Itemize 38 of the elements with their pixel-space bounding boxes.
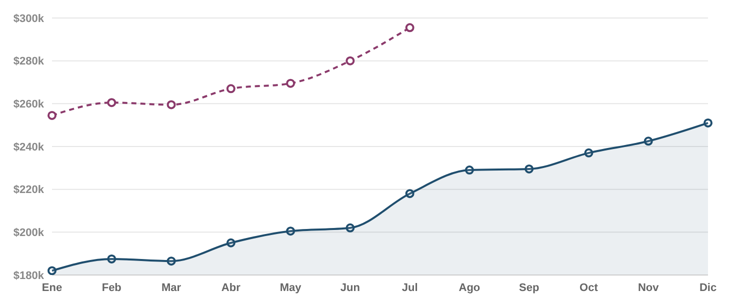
point: [704, 118, 712, 128]
x-tick-label: Feb: [102, 282, 122, 294]
y-tick-label: $180k: [13, 270, 45, 282]
x-tick-label: Nov: [638, 282, 660, 294]
point: [464, 166, 474, 175]
x-tick-label: Abr: [221, 282, 242, 294]
point: [166, 100, 176, 110]
point: [584, 148, 594, 158]
point: [226, 238, 236, 248]
y-tick-label: $300k: [13, 12, 45, 25]
point: [226, 84, 236, 94]
x-tick-label: Dic: [699, 282, 717, 294]
point: [48, 110, 56, 120]
y-tick-label: $260k: [13, 98, 45, 111]
x-tick-label: Sep: [518, 282, 540, 294]
x-tick-label: Jul: [402, 282, 418, 294]
point: [346, 56, 355, 66]
point: [524, 164, 534, 174]
x-tick-label: Mar: [161, 282, 182, 294]
x-tick-label: Jun: [340, 282, 360, 294]
point: [107, 254, 116, 264]
point: [48, 266, 56, 275]
point: [166, 256, 176, 266]
point: [107, 98, 116, 108]
y-tick-label: $280k: [13, 56, 45, 68]
point: [286, 78, 296, 88]
point: [405, 23, 414, 32]
x-tick-label: Oct: [580, 282, 598, 294]
x-tick-label: Ago: [458, 282, 480, 294]
point: [405, 189, 414, 198]
point: [286, 226, 296, 236]
y-tick-label: $220k: [13, 184, 45, 196]
y-tick-label: $200k: [13, 227, 45, 240]
point: [644, 136, 653, 146]
y-tick-label: $240k: [13, 141, 45, 154]
x-tick-label: Ene: [42, 282, 62, 294]
x-tick-label: May: [280, 282, 302, 294]
point: [346, 223, 355, 232]
